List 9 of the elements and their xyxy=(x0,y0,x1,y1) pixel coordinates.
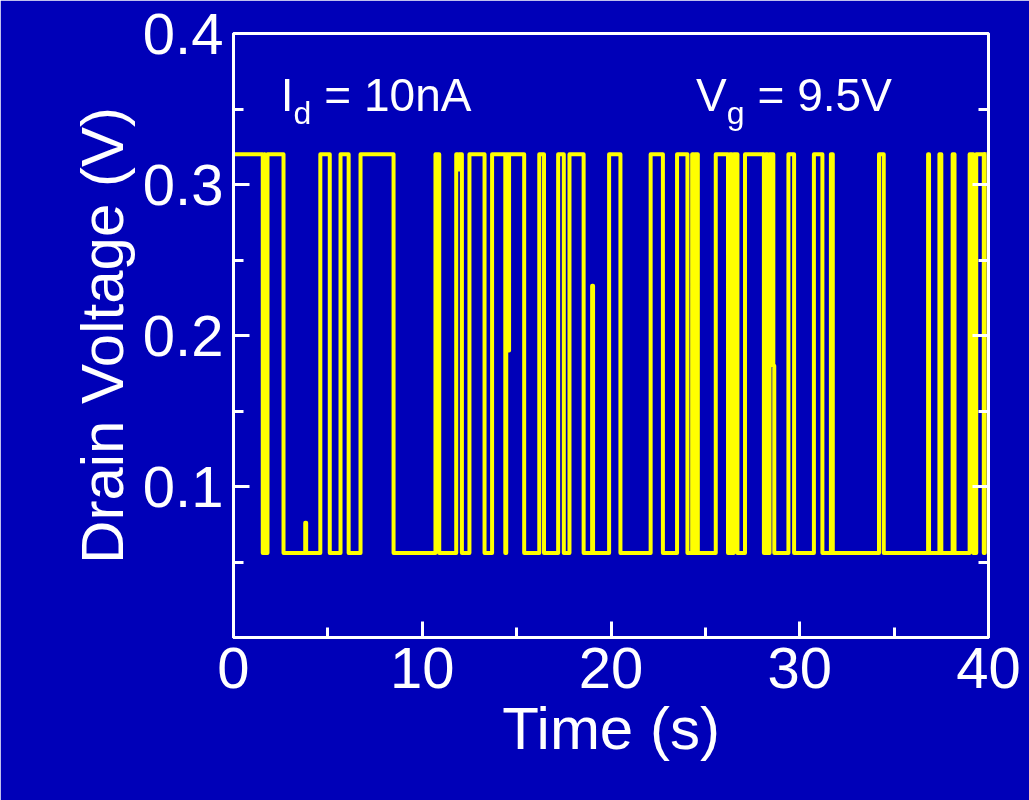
y-tick-label: 0.2 xyxy=(142,302,224,368)
x-tick-label: 40 xyxy=(956,634,1021,700)
y-tick-label: 0.1 xyxy=(142,453,224,519)
y-axis-title: Drain Voltage (V) xyxy=(68,107,136,564)
x-tick-label: 30 xyxy=(767,634,833,700)
x-tick-label: 10 xyxy=(389,634,455,700)
x-tick-label: 0 xyxy=(217,634,250,700)
y-tick-label: 0.4 xyxy=(142,0,224,66)
y-tick-label: 0.3 xyxy=(142,151,224,217)
